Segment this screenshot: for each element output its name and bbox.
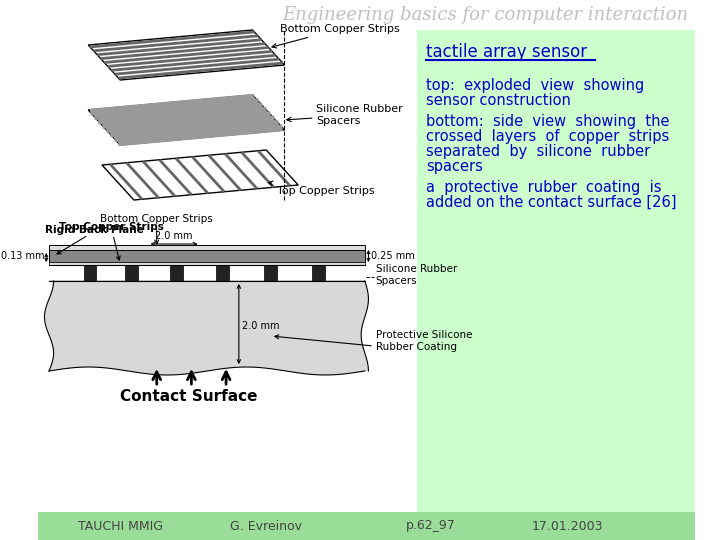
Bar bbox=[417, 0, 696, 512]
Bar bbox=[49, 250, 365, 262]
Polygon shape bbox=[102, 150, 298, 200]
Text: 2.0 mm: 2.0 mm bbox=[156, 231, 193, 241]
Polygon shape bbox=[45, 281, 369, 375]
Bar bbox=[264, 265, 277, 281]
Bar bbox=[312, 265, 325, 281]
Text: p.62_97: p.62_97 bbox=[405, 519, 455, 532]
Polygon shape bbox=[89, 30, 284, 80]
Text: sensor construction: sensor construction bbox=[426, 93, 571, 108]
Text: Rigid Back Plane: Rigid Back Plane bbox=[45, 225, 144, 235]
Bar bbox=[38, 0, 696, 30]
Bar bbox=[38, 512, 696, 540]
Bar bbox=[38, 0, 417, 512]
Text: Silicone Rubber
Spacers: Silicone Rubber Spacers bbox=[316, 104, 403, 126]
Text: tactile array sensor: tactile array sensor bbox=[426, 43, 587, 61]
Text: added on the contact surface [26]: added on the contact surface [26] bbox=[426, 195, 677, 210]
Text: 0.13 mm: 0.13 mm bbox=[1, 251, 45, 261]
Text: Silicone Rubber
Spacers: Silicone Rubber Spacers bbox=[376, 264, 457, 286]
Bar bbox=[49, 245, 365, 250]
Text: Bottom Copper Strips: Bottom Copper Strips bbox=[272, 24, 400, 48]
Bar bbox=[84, 265, 96, 281]
Text: TAUCHI MMIG: TAUCHI MMIG bbox=[78, 519, 163, 532]
Text: crossed  layers  of  copper  strips: crossed layers of copper strips bbox=[426, 129, 669, 144]
Text: 17.01.2003: 17.01.2003 bbox=[531, 519, 603, 532]
Bar bbox=[49, 262, 365, 265]
Text: separated  by  silicone  rubber: separated by silicone rubber bbox=[426, 144, 650, 159]
Text: Top Copper Strips: Top Copper Strips bbox=[269, 181, 375, 196]
Text: a  protective  rubber  coating  is: a protective rubber coating is bbox=[426, 180, 662, 195]
Text: bottom:  side  view  showing  the: bottom: side view showing the bbox=[426, 114, 670, 129]
Text: Bottom Copper Strips: Bottom Copper Strips bbox=[100, 214, 213, 244]
Text: spacers: spacers bbox=[426, 159, 483, 174]
Text: G. Evreinov: G. Evreinov bbox=[230, 519, 302, 532]
Polygon shape bbox=[89, 95, 284, 145]
Text: top:  exploded  view  showing: top: exploded view showing bbox=[426, 78, 644, 93]
Text: Protective Silicone
Rubber Coating: Protective Silicone Rubber Coating bbox=[376, 330, 472, 352]
Text: Engineering basics for computer interaction: Engineering basics for computer interact… bbox=[282, 6, 688, 24]
Bar bbox=[125, 265, 138, 281]
Bar bbox=[216, 265, 229, 281]
Text: 0.25 mm: 0.25 mm bbox=[372, 251, 415, 261]
Text: 2.0 mm: 2.0 mm bbox=[242, 321, 279, 331]
Text: Contact Surface: Contact Surface bbox=[120, 389, 258, 404]
Bar bbox=[171, 265, 183, 281]
Text: Top Copper Strips: Top Copper Strips bbox=[58, 222, 163, 260]
